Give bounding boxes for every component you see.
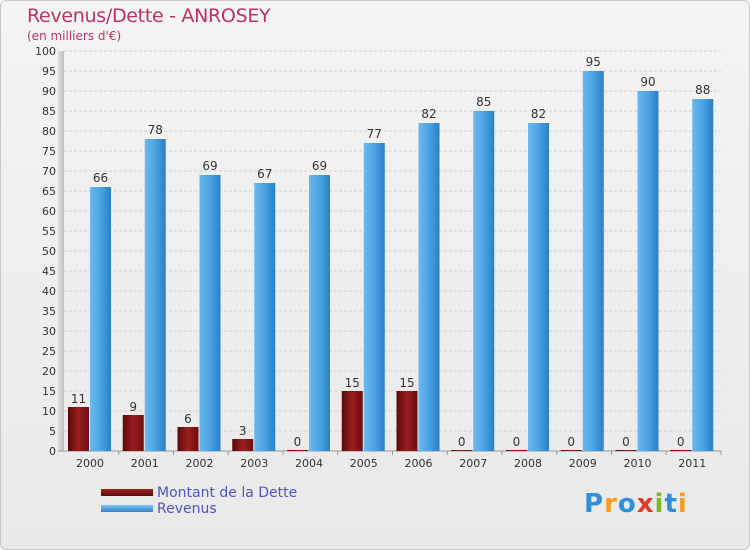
y-tick-label: 5 [49,425,56,438]
legend-swatch-dette [101,489,153,496]
y-tick-label: 40 [42,285,56,298]
logo-letter: i [677,489,688,519]
proxiti-logo: Proxiti [584,489,688,519]
bar-revenus-2005 [363,143,385,451]
data-label-revenus-2005: 77 [367,127,382,141]
bar-dette-2001 [122,415,144,451]
logo-letter: x [636,489,655,519]
bar-dette-2007 [451,450,473,451]
bar-revenus-2003 [254,183,276,451]
y-tick-label: 30 [42,325,56,338]
data-label-revenus-2007: 85 [476,95,491,109]
y-tick-label: 50 [42,245,56,258]
legend-label-dette: Montant de la Dette [157,485,298,501]
data-label-revenus-2009: 95 [586,55,601,69]
x-tick-label-2005: 2005 [350,457,378,470]
x-tick-label-2008: 2008 [514,457,542,470]
y-tick-label: 0 [49,445,56,458]
y-tick-label: 90 [42,85,56,98]
data-label-revenus-2002: 69 [202,159,217,173]
y-tick-label: 75 [42,145,56,158]
legend-swatch-revenus [101,505,153,512]
data-label-dette-2011: 0 [677,435,685,449]
bar-revenus-2004 [309,175,330,451]
data-label-dette-2007: 0 [458,435,466,449]
y-tick-label: 20 [42,365,56,378]
bar-dette-2006 [396,391,418,451]
logo-letter: t [664,489,678,519]
data-label-revenus-2008: 82 [531,107,546,121]
data-label-revenus-2003: 67 [257,167,272,181]
bar-dette-2003 [232,439,254,451]
y-tick-label: 45 [42,265,56,278]
data-label-revenus-2010: 90 [640,75,655,89]
axis-wall [58,51,64,451]
data-label-dette-2008: 0 [513,435,521,449]
bar-dette-2000 [68,407,89,451]
data-label-revenus-2006: 82 [421,107,436,121]
logo-letter: i [654,489,665,519]
y-tick-label: 80 [42,125,56,138]
bar-revenus-2010 [637,91,659,451]
bar-dette-2002 [177,427,199,451]
data-label-dette-2004: 0 [294,435,302,449]
logo-letter: r [604,489,618,519]
x-tick-label-2002: 2002 [186,457,214,470]
bar-revenus-2007 [473,111,495,451]
chart-title: Revenus/Dette - ANROSEY [27,5,271,27]
data-label-dette-2001: 9 [129,400,137,414]
y-tick-label: 100 [35,45,56,58]
x-tick-label-2006: 2006 [405,457,433,470]
x-tick-label-2001: 2001 [131,457,159,470]
x-tick-label-2007: 2007 [459,457,487,470]
y-tick-label: 65 [42,185,56,198]
bar-dette-2009 [560,450,582,451]
y-tick-label: 15 [42,385,56,398]
bar-revenus-2006 [418,123,440,451]
x-tick-label-2000: 2000 [76,457,104,470]
y-tick-label: 70 [42,165,56,178]
data-label-dette-2000: 11 [71,392,86,406]
data-label-dette-2009: 0 [567,435,575,449]
data-label-dette-2003: 3 [239,424,247,438]
data-label-dette-2002: 6 [184,412,192,426]
bar-revenus-2011 [692,99,714,451]
data-label-revenus-2004: 69 [312,159,327,173]
y-tick-label: 35 [42,305,56,318]
y-tick-label: 25 [42,345,56,358]
logo-letter: P [584,489,605,519]
y-tick-label: 60 [42,205,56,218]
y-tick-label: 55 [42,225,56,238]
bar-dette-2004 [287,450,308,451]
bar-revenus-2008 [528,123,549,451]
x-tick-label-2010: 2010 [624,457,652,470]
x-tick-label-2011: 2011 [678,457,706,470]
y-tick-label: 10 [42,405,56,418]
bar-dette-2005 [341,391,363,451]
bar-revenus-2001 [144,139,166,451]
x-tick-label-2003: 2003 [240,457,268,470]
bar-revenus-2000 [90,187,111,451]
bar-revenus-2009 [582,71,604,451]
data-label-dette-2010: 0 [622,435,630,449]
data-label-revenus-2000: 66 [93,171,108,185]
data-label-revenus-2011: 88 [695,83,710,97]
legend-label-revenus: Revenus [157,501,217,517]
x-tick-label-2009: 2009 [569,457,597,470]
data-label-revenus-2001: 78 [148,123,163,137]
chart-subtitle: (en milliers d'€) [27,29,122,43]
y-tick-label: 85 [42,105,56,118]
bar-dette-2010 [615,450,637,451]
bar-dette-2008 [506,450,527,451]
y-tick-label: 95 [42,65,56,78]
data-label-dette-2006: 15 [399,376,414,390]
data-label-dette-2005: 15 [345,376,360,390]
x-tick-label-2004: 2004 [295,457,323,470]
bar-dette-2011 [670,450,692,451]
bar-revenus-2002 [199,175,221,451]
logo-letter: o [617,489,637,519]
